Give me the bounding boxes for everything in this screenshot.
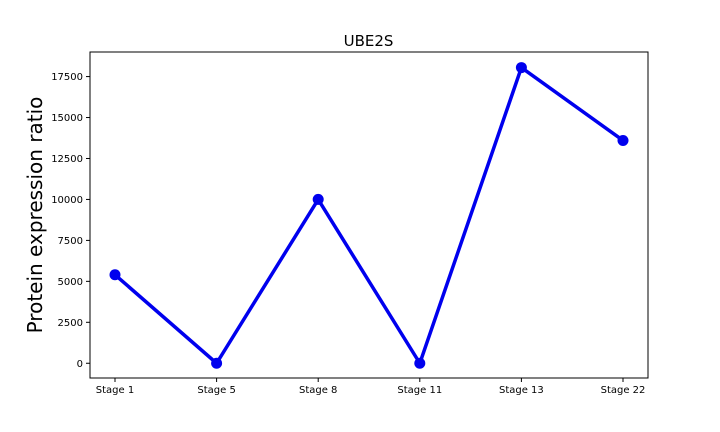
chart-title: UBE2S — [344, 32, 394, 50]
x-tick-label: Stage 1 — [96, 385, 134, 396]
x-tick-label: Stage 8 — [299, 385, 337, 396]
y-tick-label: 17500 — [51, 72, 83, 83]
y-tick-label: 5000 — [58, 277, 83, 288]
y-axis: 0 2500 5000 7500 10000 12500 15000 17500 — [51, 72, 90, 370]
series-line — [113, 65, 625, 366]
y-tick-label: 15000 — [51, 113, 83, 124]
series-group — [109, 62, 629, 369]
y-tick-label: 0 — [77, 359, 83, 370]
data-point — [414, 357, 426, 369]
y-axis-label: Protein expression ratio — [23, 97, 47, 334]
x-tick-label: Stage 11 — [397, 385, 442, 396]
data-point — [515, 62, 527, 74]
y-tick-label: 7500 — [58, 236, 83, 247]
x-tick-label: Stage 22 — [601, 385, 646, 396]
x-axis: Stage 1 Stage 5 Stage 8 Stage 11 Stage 13 Sta… — [96, 378, 646, 396]
data-point — [312, 193, 324, 205]
x-tick-label: Stage 5 — [197, 385, 235, 396]
data-point — [617, 134, 629, 146]
y-tick-label: 2500 — [58, 318, 83, 329]
data-point — [109, 269, 121, 281]
x-tick-label: Stage 13 — [499, 385, 544, 396]
data-point — [211, 357, 223, 369]
y-tick-label: 12500 — [51, 154, 83, 165]
y-tick-label: 10000 — [51, 195, 83, 206]
plot-area-frame — [89, 51, 649, 379]
